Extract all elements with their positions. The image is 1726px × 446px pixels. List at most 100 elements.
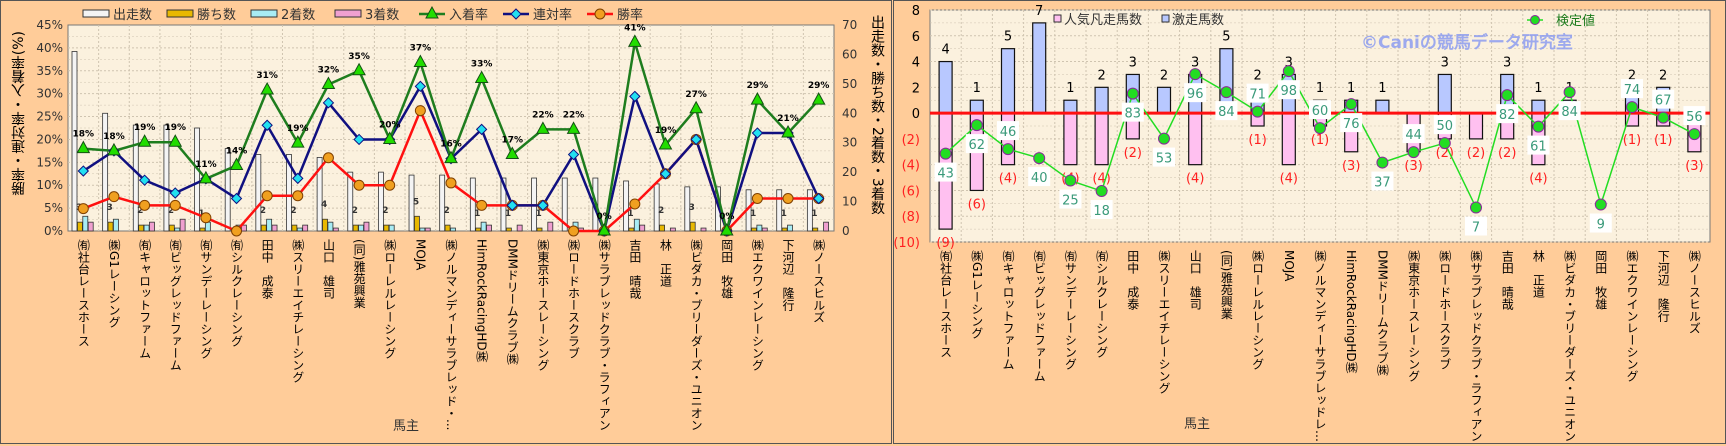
bar-出走数 [102, 112, 109, 232]
x-tick-label: ㈱G1レーシング [969, 250, 984, 339]
test-value-label: 7 [1472, 221, 1480, 236]
win-count-label: 2 [137, 206, 143, 216]
x-tick-label: ㈱ローレルレーシング [1250, 250, 1265, 370]
win-count-label: 2 [168, 206, 174, 216]
ninki-bonsou-value-label: (4) [1186, 172, 1204, 187]
bar-出走数 [347, 171, 354, 232]
bar-出走数 [194, 127, 200, 232]
gekisou-value-label: 3 [1191, 55, 1199, 70]
test-value-label: 37 [1374, 176, 1391, 191]
bar-gekisou [1063, 99, 1078, 114]
test-value-label-bg [1309, 100, 1331, 120]
marker-test-value [1282, 65, 1295, 78]
test-value-label-bg [1121, 102, 1144, 122]
marker-連対率 [537, 199, 549, 212]
left-tick-label: 30% [36, 87, 63, 101]
legend-swatch [166, 9, 194, 18]
marker-連対率 [322, 97, 335, 109]
x-tick-label: 田中 成泰 [260, 239, 275, 299]
gekisou-value-label: 3 [1441, 55, 1449, 70]
bar-出走数 [776, 189, 783, 232]
bar-3着数 [179, 218, 186, 232]
marker-test-value [1688, 128, 1701, 141]
bar-勝ち数 [751, 227, 757, 232]
bar-勝ち数 [107, 221, 114, 232]
test-value-label: 40 [1031, 171, 1048, 186]
y-tick-label: (4) [902, 159, 920, 174]
test-value-label: 25 [1062, 194, 1079, 209]
bar-2着数 [82, 215, 89, 232]
marker-test-value [1095, 185, 1108, 198]
gekisou-value-label: 1 [1316, 81, 1324, 96]
legend-marker [1530, 15, 1540, 25]
bar-gekisou [1000, 48, 1016, 114]
marker-入着率 [260, 81, 275, 95]
right-chart-panel: 86420(2)(4)(6)(8)(10)4(9)1(6)5(4)71(4)2(… [893, 0, 1726, 444]
win-count-label: 5 [413, 197, 419, 207]
marker-test-value [1470, 201, 1482, 214]
x-tick-label: 吉田 晴哉 [627, 239, 642, 299]
test-value-label-bg [1215, 101, 1238, 121]
place-rate-label: 37% [410, 44, 432, 54]
bar-3着数 [149, 221, 155, 232]
gekisou-value-label: 2 [1628, 68, 1636, 83]
x-tick-label: ㈱東京ホースレーシング [535, 239, 550, 371]
bar-出走数 [132, 124, 139, 232]
test-value-label-bg [934, 162, 957, 182]
ninki-bonsou-value-label: (4) [1529, 172, 1547, 187]
test-value-label: 98 [1281, 84, 1298, 99]
bar-勝ち数 [689, 221, 696, 232]
place-rate-label: 16% [440, 140, 462, 150]
right-tick-label: 20 [842, 165, 857, 179]
marker-連対率 [138, 174, 151, 186]
bar-勝ち数 [628, 227, 635, 232]
x-tick-label: ㈱ノルマンディーサラブレッドレ… [1313, 250, 1327, 442]
legend-swatch [1161, 14, 1170, 23]
marker-test-value [1126, 87, 1139, 100]
bar-ninki-bonsou [1281, 112, 1296, 166]
marker-勝率 [751, 192, 763, 204]
place-rate-label: 0% [597, 212, 612, 222]
marker-連対率 [475, 123, 488, 136]
bar-勝ち数 [414, 215, 420, 232]
ninki-bonsou-value-label: (2) [1467, 146, 1485, 161]
bar-3着数 [424, 227, 431, 232]
x-tick-label: ㈱サラブレッドクラブ・ラフィアン [1469, 250, 1483, 442]
x-tick-label: ㈱G1レーシング [106, 239, 121, 328]
test-value-label: 76 [1343, 117, 1360, 132]
marker-入着率 [321, 76, 336, 90]
bar-出走数 [377, 171, 384, 232]
test-value-label: 50 [1437, 119, 1454, 134]
test-value-label-bg [1465, 216, 1487, 236]
marker-勝率 [384, 179, 396, 191]
place-rate-label: 14% [226, 147, 248, 157]
x-tick-label: ㈲シルクレーシング [229, 239, 244, 347]
place-rate-label: 18% [73, 130, 95, 140]
bar-出走数 [439, 174, 446, 232]
x-tick-label: ㈲ビッグレッドファーム [168, 239, 183, 371]
watermark: ©Caniの競馬データ研究室 [1361, 32, 1573, 53]
ninki-bonsou-value-label: (3) [1404, 159, 1422, 174]
x-tick-label: ㈲ビッグレッドファーム [1032, 250, 1047, 382]
gekisou-value-label: 1 [973, 81, 981, 96]
bar-勝ち数 [475, 227, 482, 232]
x-tick-label: ㈲シルクレーシング [1094, 250, 1109, 358]
left-tick-label: 35% [36, 64, 63, 78]
bar-3着数 [240, 224, 247, 232]
test-value-label-bg [1371, 171, 1394, 191]
ninki-bonsou-value-label: (1) [1654, 133, 1672, 148]
place-rate-label: 11% [195, 160, 217, 170]
test-value-label: 67 [1655, 94, 1672, 109]
bar-出走数 [286, 154, 292, 232]
test-value-label-bg [965, 134, 988, 154]
gekisou-value-label: 3 [1129, 55, 1137, 70]
right-tick-label: 30 [842, 136, 857, 150]
bar-gekisou [938, 60, 953, 114]
marker-test-value [1657, 111, 1670, 124]
legend-marker [594, 8, 606, 20]
marker-test-value [1064, 174, 1077, 187]
bar-2着数 [419, 227, 426, 232]
bar-ninki-bonsou [1063, 112, 1078, 166]
bar-勝ち数 [352, 224, 359, 232]
x-tick-label: 吉田 晴哉 [1500, 250, 1515, 310]
